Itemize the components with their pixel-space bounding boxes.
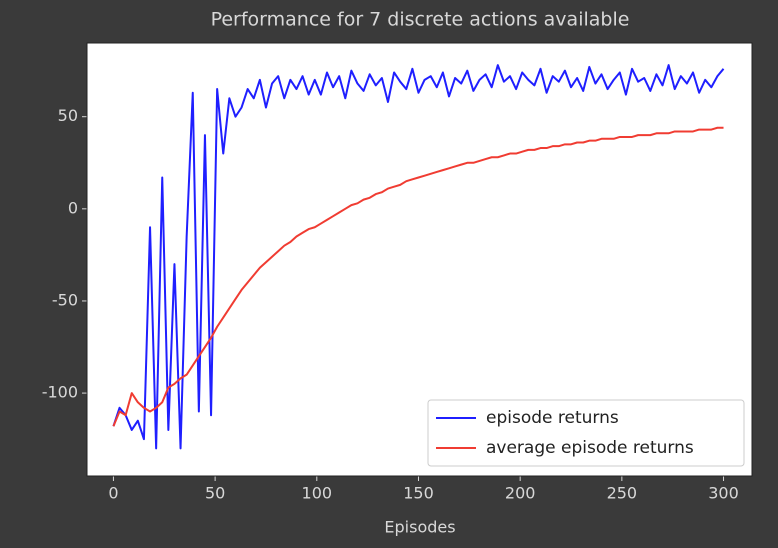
x-tick-label: 250 xyxy=(607,484,638,503)
legend-box xyxy=(427,399,745,467)
y-tick-label: 0 xyxy=(68,198,78,217)
axes-frame xyxy=(86,42,753,477)
x-tick-label: 0 xyxy=(108,484,118,503)
x-axis-label: Episodes xyxy=(384,518,455,537)
x-tick-label: 300 xyxy=(708,484,739,503)
series-line xyxy=(112,126,724,427)
y-tick-label: -50 xyxy=(52,290,78,309)
legend-label: average episode returns xyxy=(486,438,694,458)
x-tick-label: 100 xyxy=(302,484,333,503)
x-tick-label: 150 xyxy=(403,484,434,503)
legend-label: episode returns xyxy=(486,408,619,428)
series-line xyxy=(112,64,725,450)
x-tick-label: 200 xyxy=(505,484,536,503)
y-tick-label: 50 xyxy=(58,106,78,125)
chart-title: Performance for 7 discrete actions avail… xyxy=(211,9,630,31)
y-tick-label: -100 xyxy=(42,383,78,402)
x-tick-label: 50 xyxy=(205,484,225,503)
